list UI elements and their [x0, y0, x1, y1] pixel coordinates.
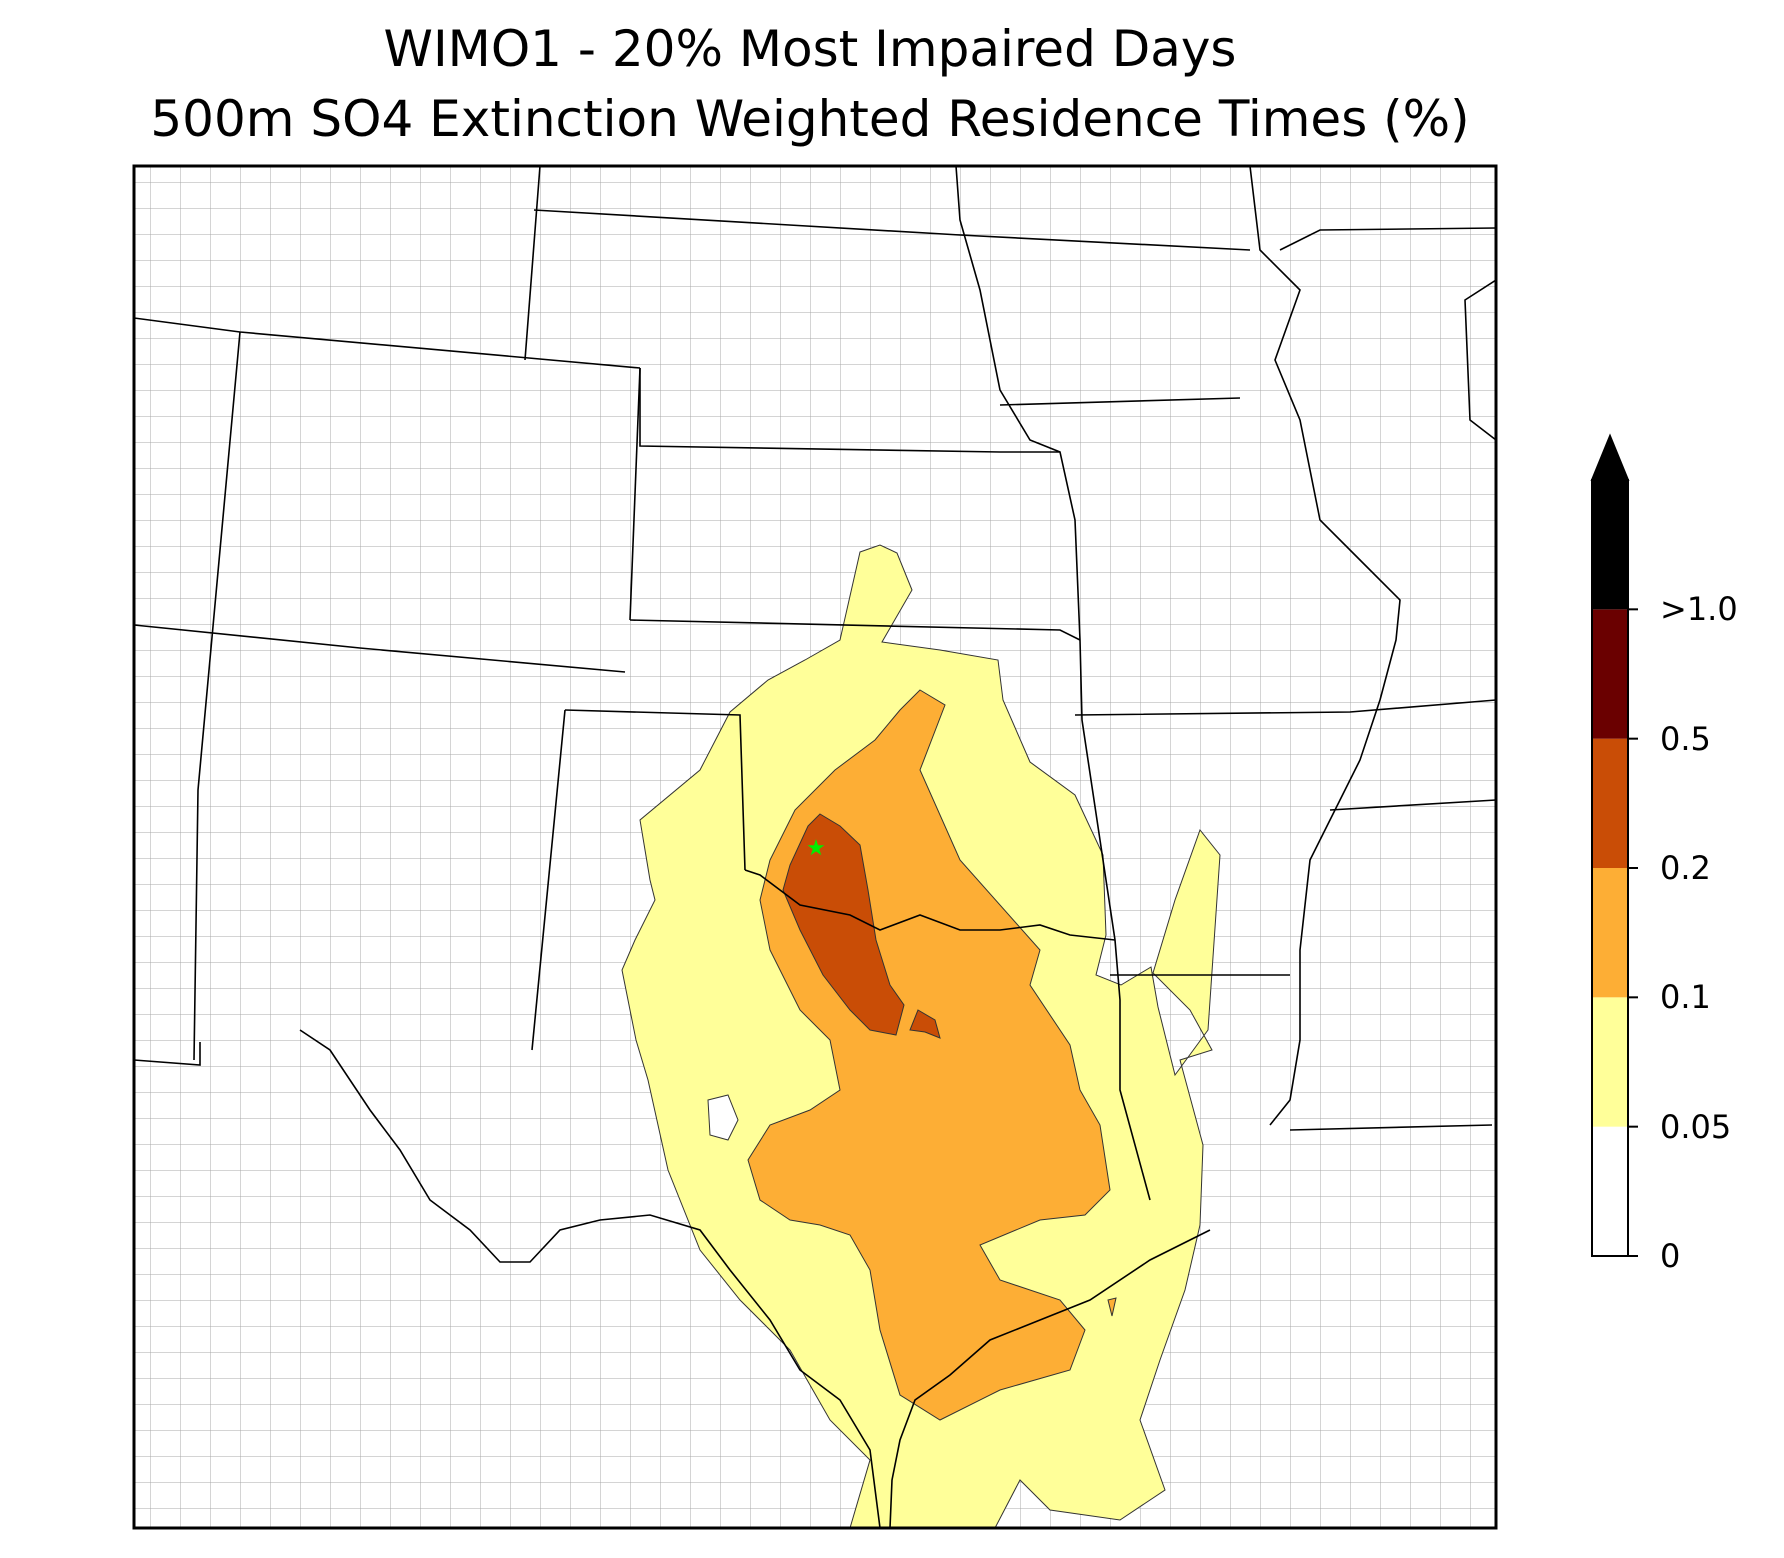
colorbar-tick-label: 0.1 [1660, 978, 1711, 1017]
colorbar-bin-0.2 [1592, 738, 1628, 868]
colorbar-bin->1.0 [1592, 480, 1628, 610]
colorbar-bin-0.5 [1592, 609, 1628, 739]
colorbar-bin-0 [1592, 1126, 1628, 1256]
map-area: ★ [134, 166, 1496, 1528]
colorbar-tick-label: 0.05 [1660, 1107, 1732, 1146]
colorbar-tick-label: 0 [1660, 1237, 1681, 1275]
colorbar-tick-label: >1.0 [1660, 590, 1738, 629]
contour-0.2 [782, 813, 905, 1036]
colorbar-bin-0.1 [1592, 868, 1628, 998]
title-line-1: WIMO1 - 20% Most Impaired Days [383, 20, 1237, 78]
contour-hole [707, 1094, 739, 1141]
svg-text:★: ★ [806, 836, 826, 861]
map-frame [132, 164, 1498, 1530]
site-marker: ★ [806, 836, 826, 861]
colorbar-tick-label: 0.2 [1660, 849, 1711, 887]
colorbar [1590, 433, 1638, 1257]
colorbar-extend-arrow [1590, 433, 1630, 481]
title-line-2: 500m SO4 Extinction Weighted Residence T… [150, 90, 1470, 148]
contour-0.2-small [909, 1009, 941, 1039]
colorbar-tick-label: 0.5 [1660, 719, 1711, 758]
state-borders [134, 166, 1496, 1528]
colorbar-bin-0.05 [1592, 997, 1628, 1127]
contour-0.1-speck [1107, 1297, 1117, 1317]
